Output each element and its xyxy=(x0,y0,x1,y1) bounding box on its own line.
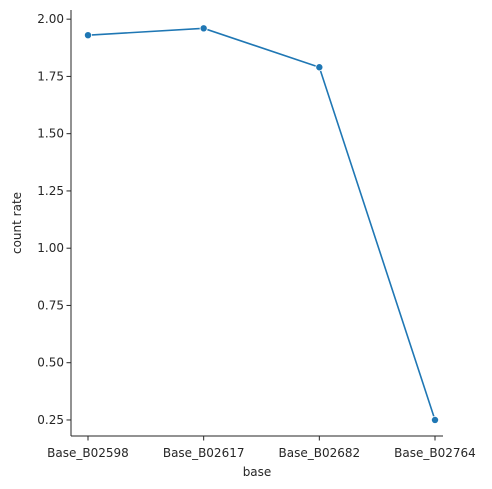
x-tick-label: Base_B02764 xyxy=(394,446,476,460)
y-tick-label: 0.25 xyxy=(37,413,64,427)
data-point xyxy=(430,415,439,424)
y-tick-label: 1.75 xyxy=(37,69,64,83)
series-line xyxy=(87,27,436,421)
data-point xyxy=(315,63,324,72)
x-tick-label: Base_B02682 xyxy=(279,446,361,460)
data-point xyxy=(84,31,93,40)
y-axis-label: count rate xyxy=(10,192,24,254)
series-group xyxy=(84,24,439,424)
y-tick-label: 1.50 xyxy=(37,127,64,141)
y-axis-ticks: 0.25 0.50 0.75 1.00 1.25 1.50 1.75 2.00 xyxy=(37,12,71,427)
y-tick-label: 1.00 xyxy=(37,241,64,255)
y-tick-label: 1.25 xyxy=(37,184,64,198)
data-point xyxy=(199,24,208,33)
x-axis-label: base xyxy=(243,465,272,479)
x-tick-label: Base_B02617 xyxy=(163,446,245,460)
x-axis-ticks: Base_B02598 Base_B02617 Base_B02682 Base_B0… xyxy=(47,436,476,460)
y-tick-label: 2.00 xyxy=(37,12,64,26)
x-tick-label: Base_B02598 xyxy=(47,446,129,460)
y-tick-label: 0.50 xyxy=(37,356,64,370)
y-tick-label: 0.75 xyxy=(37,298,64,312)
